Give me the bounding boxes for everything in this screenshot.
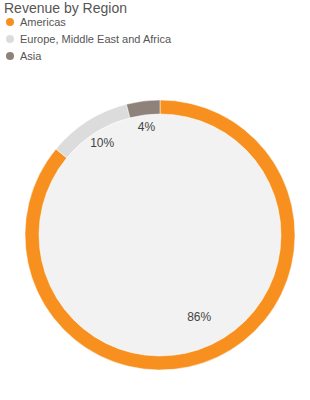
legend-swatch [6,35,14,43]
data-label: 4% [138,120,156,134]
chart: Revenue by RegionAmericas Europe, Middle … [0,0,310,400]
slices [25,100,295,370]
title: Revenue by Region [4,0,127,16]
data-label: 10% [90,136,114,150]
legend-swatch [6,52,14,60]
slice [25,100,295,370]
data-label: 86% [187,310,211,324]
legend-label: Asia [20,50,42,62]
slice [126,100,160,118]
legend: Americas Europe, Middle East and Africa As… [6,16,172,62]
slice [56,104,130,158]
donut-hole [39,114,281,356]
donut: 86% 10% 4% [25,100,295,370]
legend-label: Europe, Middle East and Africa [20,33,172,45]
legend-swatch [6,18,14,26]
legend-label: Americas [20,16,66,28]
